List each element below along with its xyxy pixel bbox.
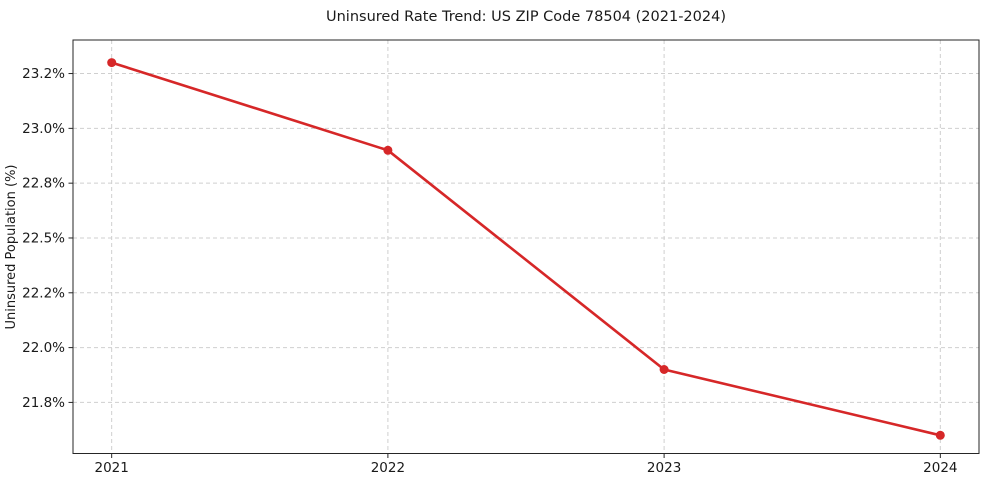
y-tick-label: 22.8% xyxy=(22,176,65,192)
x-tick-label: 2024 xyxy=(923,460,957,476)
data-point-marker xyxy=(935,430,945,440)
data-point-marker xyxy=(107,58,117,68)
trend-line xyxy=(110,61,942,437)
y-tick-label: 22.2% xyxy=(22,285,65,301)
y-tick-label: 22.5% xyxy=(22,230,65,246)
y-tick-label: 22.0% xyxy=(22,340,65,356)
y-axis-label: Uninsured Population (%) xyxy=(4,165,19,330)
y-tick-label: 23.2% xyxy=(22,66,65,82)
axis-tick-layer: 23.2% 23.0% 22.8% 22.5% 22.2% 22.0% 21.8% 2021 2… xyxy=(22,66,957,476)
x-tick-label: 2022 xyxy=(371,460,405,476)
plot-area-frame xyxy=(72,39,980,454)
data-point-marker xyxy=(383,145,393,155)
y-tick-label: 21.8% xyxy=(22,395,65,411)
x-tick-label: 2021 xyxy=(94,460,128,476)
data-point-marker xyxy=(659,365,669,374)
y-tick-label: 23.0% xyxy=(22,121,65,137)
grid-layer xyxy=(73,40,979,454)
x-tick-label: 2023 xyxy=(647,460,681,476)
series-layer xyxy=(107,58,945,440)
chart-title: Uninsured Rate Trend: US ZIP Code 78504 … xyxy=(326,9,726,25)
